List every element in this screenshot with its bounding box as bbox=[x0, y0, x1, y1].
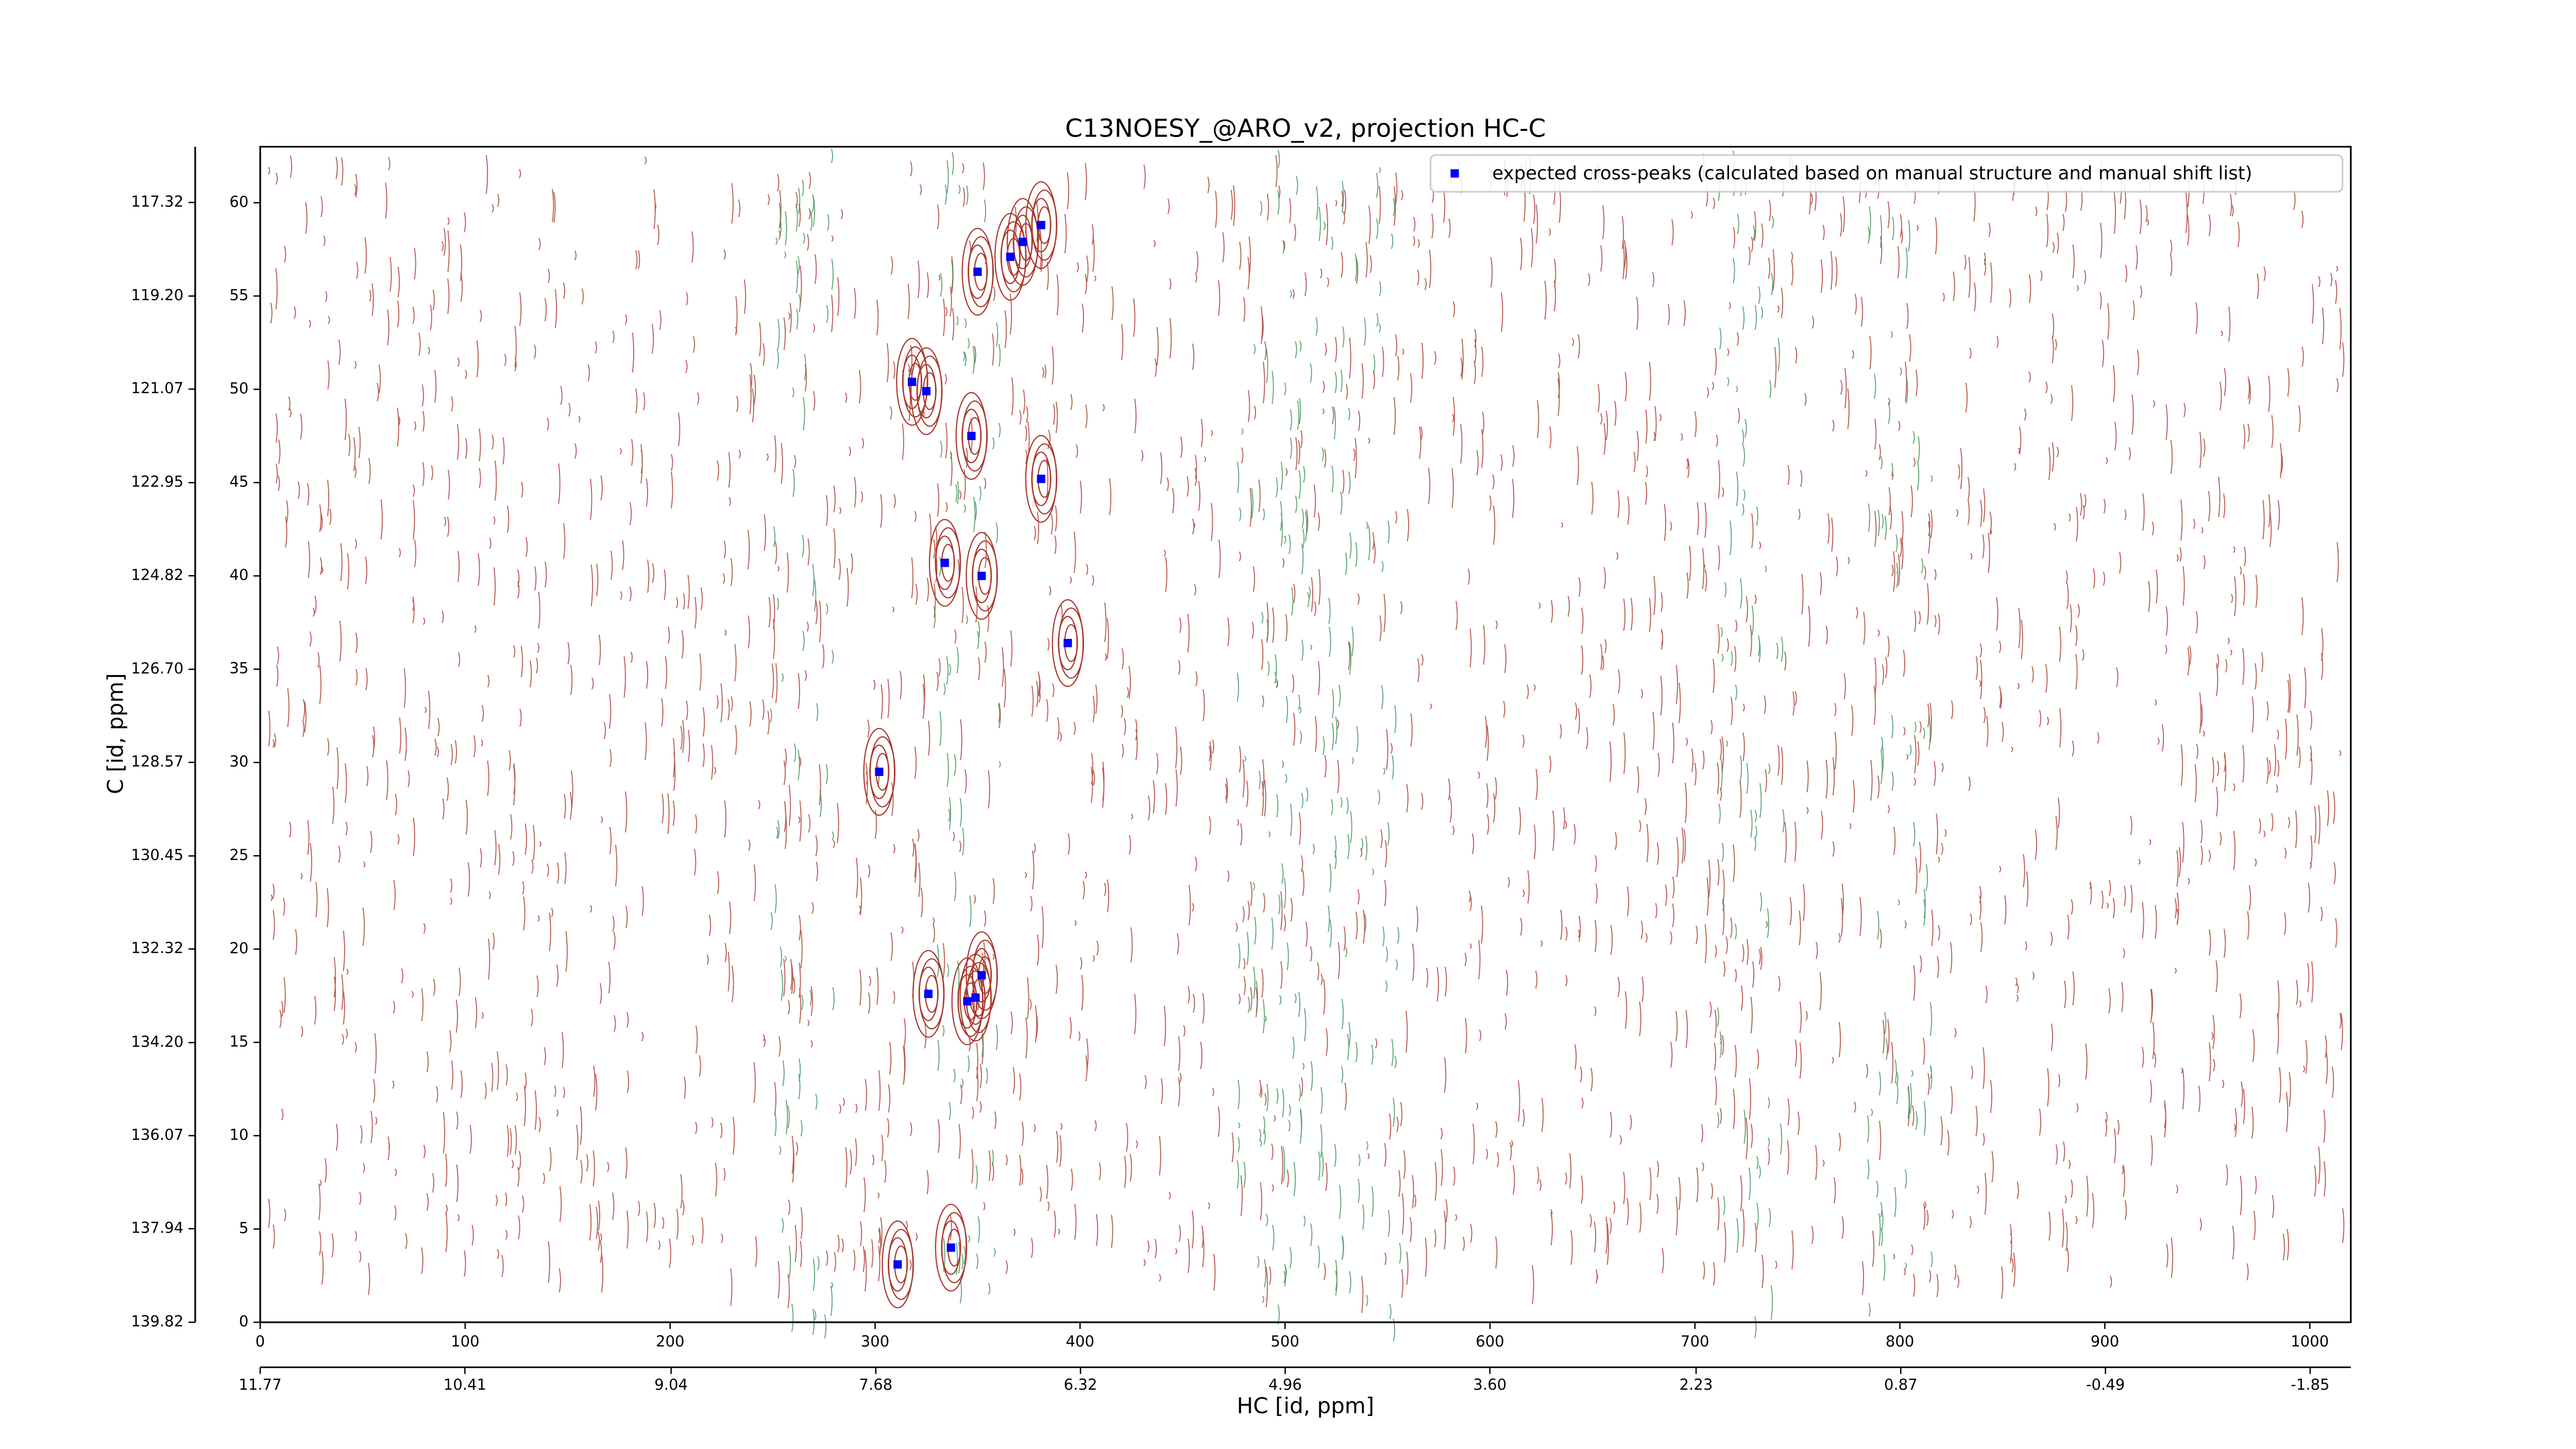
cross-peak-marker bbox=[1063, 638, 1072, 648]
x2-tick-label: -1.85 bbox=[2291, 1376, 2329, 1393]
cross-peak-marker bbox=[1037, 475, 1045, 483]
x-tick-label: 700 bbox=[1681, 1333, 1709, 1350]
peak-contour bbox=[994, 213, 1027, 301]
cross-peak-marker bbox=[967, 431, 976, 441]
cross-peak-marker bbox=[977, 971, 986, 980]
y2-tick-label: 130.45 bbox=[131, 846, 183, 864]
cross-peak-marker bbox=[963, 997, 972, 1006]
peak-contour bbox=[935, 1203, 967, 1292]
y2-tick-label: 132.32 bbox=[131, 939, 183, 957]
legend-marker bbox=[1450, 169, 1459, 178]
y2-tick-label: 117.32 bbox=[131, 193, 183, 210]
y-tick-label: 60 bbox=[229, 193, 248, 210]
peak-contour bbox=[928, 519, 961, 607]
plot-frame bbox=[259, 146, 2352, 1323]
cross-peak-marker bbox=[940, 559, 949, 567]
cross-peak-marker bbox=[1018, 238, 1027, 246]
y2-tick-label: 136.07 bbox=[131, 1126, 183, 1143]
cross-peak-marker bbox=[908, 377, 917, 386]
peak-contour bbox=[1052, 599, 1084, 687]
y2-tick-label: 126.70 bbox=[131, 660, 183, 677]
y2-tick-label: 121.07 bbox=[131, 379, 183, 397]
contour-texture bbox=[268, 153, 2345, 1313]
x-tick-label: 800 bbox=[1886, 1333, 1914, 1350]
peak-contour bbox=[1007, 198, 1039, 286]
y2-tick-label: 124.82 bbox=[131, 566, 183, 583]
legend-label: expected cross-peaks (calculated based o… bbox=[1492, 163, 2252, 184]
peak-contour bbox=[882, 1220, 914, 1309]
y2-tick-label: 139.82 bbox=[131, 1312, 183, 1330]
y-tick-label: 55 bbox=[229, 286, 248, 304]
y2-tick-label: 137.94 bbox=[131, 1219, 183, 1236]
peak-contour bbox=[910, 347, 942, 435]
legend-box bbox=[1430, 154, 2344, 193]
x2-tick-label: 7.68 bbox=[859, 1376, 893, 1393]
cross-peak-marker bbox=[977, 571, 986, 580]
x2-tick-label: 9.04 bbox=[654, 1376, 688, 1393]
contour-texture-negative bbox=[770, 148, 1933, 1342]
y2-tick-label: 119.20 bbox=[131, 287, 183, 304]
cross-peak-marker bbox=[893, 1260, 902, 1269]
cross-peak-marker bbox=[922, 387, 931, 396]
y-tick-label: 50 bbox=[229, 380, 248, 397]
x-tick-label: 900 bbox=[2091, 1333, 2120, 1350]
x2-tick-label: -0.49 bbox=[2086, 1376, 2125, 1393]
peak-contour bbox=[912, 950, 944, 1038]
cross-peak-marker bbox=[1037, 221, 1045, 229]
chart-title: C13NOESY_@ARO_v2, projection HC-C bbox=[1065, 114, 1546, 143]
y-tick-label: 45 bbox=[229, 473, 248, 491]
x-tick-label: 300 bbox=[861, 1333, 890, 1350]
y2-tick-label: 134.20 bbox=[131, 1033, 183, 1050]
y-tick-label: 30 bbox=[229, 753, 248, 770]
y-tick-label: 20 bbox=[229, 939, 248, 957]
x2-tick-label: 6.32 bbox=[1064, 1376, 1097, 1393]
cross-peak-marker bbox=[924, 989, 933, 998]
x-tick-label: 200 bbox=[656, 1333, 685, 1350]
peak-contour bbox=[959, 953, 992, 1042]
x2-tick-label: 3.60 bbox=[1473, 1376, 1506, 1393]
x-tick-label: 500 bbox=[1270, 1333, 1299, 1350]
cross-peak-marker bbox=[946, 1243, 955, 1252]
y-tick-label: 25 bbox=[229, 846, 248, 864]
x2-tick-label: 2.23 bbox=[1680, 1376, 1713, 1393]
peak-contour bbox=[1025, 181, 1057, 269]
x2-tick-label: 0.87 bbox=[1884, 1376, 1918, 1393]
y-axis-label: C [id, ppm] bbox=[103, 673, 128, 794]
y2-tick-label: 122.95 bbox=[131, 473, 183, 491]
peak-contour bbox=[961, 228, 994, 316]
x-tick-label: 600 bbox=[1476, 1333, 1504, 1350]
x-tick-label: 1000 bbox=[2291, 1333, 2329, 1350]
cross-peak-marker bbox=[971, 993, 980, 1002]
peak-contour bbox=[951, 957, 984, 1046]
peak-contour bbox=[1025, 435, 1057, 523]
x-tick-label: 400 bbox=[1066, 1333, 1095, 1350]
cross-peak-marker bbox=[973, 267, 982, 276]
y-tick-label: 0 bbox=[239, 1312, 249, 1330]
y2-tick-label: 128.57 bbox=[131, 753, 183, 770]
peak-contour bbox=[896, 338, 928, 426]
x2-tick-label: 11.77 bbox=[239, 1376, 281, 1393]
y-tick-label: 40 bbox=[229, 566, 248, 584]
cross-peak-marker bbox=[875, 767, 884, 776]
x2-tick-label: 10.41 bbox=[444, 1376, 486, 1393]
y-tick-label: 15 bbox=[229, 1033, 248, 1050]
cross-peak-marker bbox=[1006, 252, 1015, 261]
y-tick-label: 5 bbox=[239, 1219, 249, 1237]
y-tick-label: 10 bbox=[229, 1126, 248, 1143]
x-axis-label: HC [id, ppm] bbox=[1237, 1393, 1375, 1419]
x-tick-label: 0 bbox=[256, 1333, 265, 1350]
peak-contour bbox=[965, 532, 998, 620]
x-tick-label: 100 bbox=[451, 1333, 480, 1350]
y-tick-label: 35 bbox=[229, 660, 248, 677]
peak-contour bbox=[863, 728, 895, 816]
peak-contour bbox=[955, 392, 988, 480]
x2-tick-label: 4.96 bbox=[1268, 1376, 1302, 1393]
